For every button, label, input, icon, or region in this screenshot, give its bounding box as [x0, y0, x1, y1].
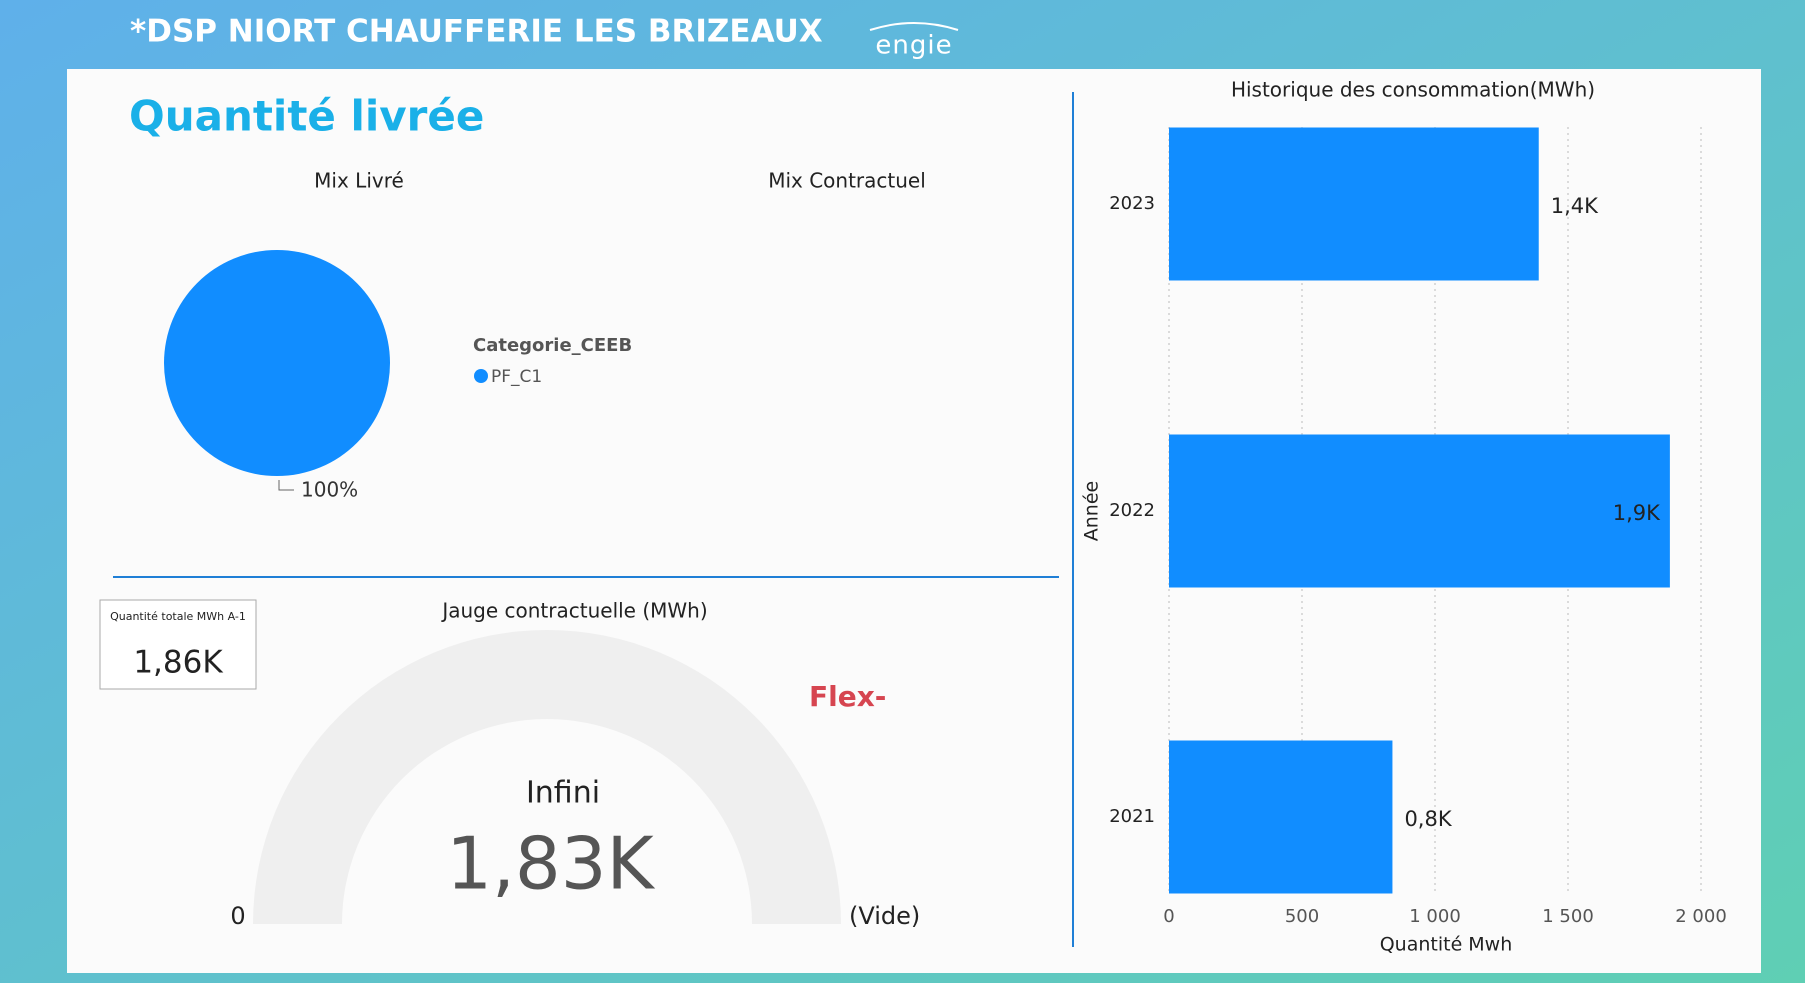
data-label: 100% [301, 478, 358, 502]
x-axis-label: Quantité Mwh [1380, 934, 1513, 956]
chart-title: Historique des consommation(MWh) [1231, 78, 1595, 102]
bar [1169, 127, 1539, 281]
gauge-max: (Vide) [849, 902, 920, 930]
logo-arc [869, 22, 959, 31]
data-label: 1,4K [1551, 194, 1599, 218]
legend-marker [474, 369, 488, 383]
bar [1169, 434, 1670, 588]
chart-title: Jauge contractuelle (MWh) [440, 599, 707, 623]
x-tick-label: 1 000 [1409, 906, 1461, 927]
annotation: Flex- [809, 680, 886, 713]
data-label: 1,9K [1613, 501, 1661, 525]
y-axis-label: Année [1081, 481, 1103, 541]
gauge-arc [253, 630, 841, 924]
leader-line [278, 480, 294, 491]
x-tick-label: 1 500 [1542, 906, 1594, 927]
card-label: Quantité totale MWh A-1 [110, 610, 246, 623]
chart-title: Mix Livré [314, 169, 404, 193]
x-tick-label: 0 [1163, 906, 1174, 927]
section-title: Quantité livrée [129, 92, 484, 141]
data-label: 0,8K [1404, 807, 1452, 831]
gauge-min: 0 [230, 902, 245, 930]
legend-title: Categorie_CEEB [473, 335, 632, 356]
pie-slice [164, 250, 390, 476]
bar [1169, 740, 1393, 894]
card-value: 1,86K [133, 645, 223, 681]
y-tick-label: 2022 [1109, 500, 1155, 521]
gauge-value: 1,83K [446, 822, 655, 906]
x-tick-label: 2 000 [1675, 906, 1727, 927]
header-title: *DSP NIORT CHAUFFERIE LES BRIZEAUX [130, 14, 823, 50]
y-tick-label: 2023 [1109, 193, 1155, 214]
x-tick-label: 500 [1285, 906, 1319, 927]
chart-title: Mix Contractuel [768, 169, 926, 193]
gauge-target: Infini [526, 776, 600, 811]
logo: engie [875, 31, 952, 61]
legend-label: PF_C1 [491, 367, 542, 387]
y-tick-label: 2021 [1109, 806, 1155, 827]
card [99, 599, 257, 690]
